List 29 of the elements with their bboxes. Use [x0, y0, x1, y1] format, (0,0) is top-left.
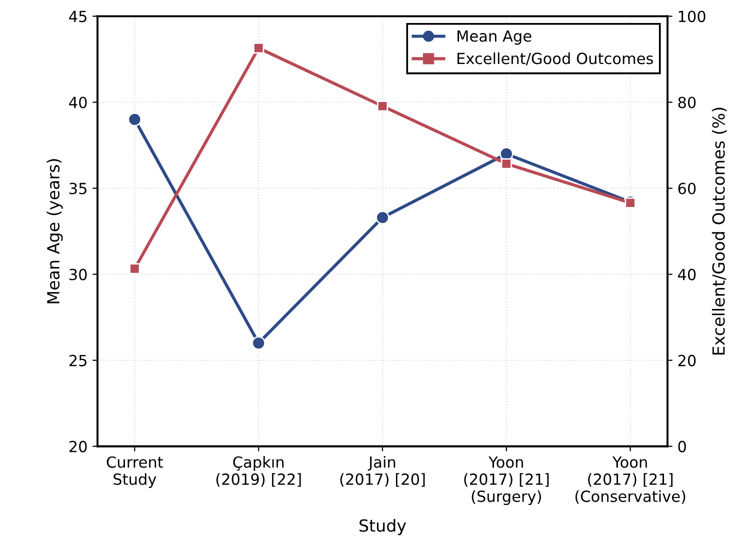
y2-tick-label: 20	[678, 354, 696, 366]
y2-tick-label: 80	[678, 96, 696, 108]
point	[253, 42, 264, 54]
y-tick-label: 40	[69, 96, 87, 108]
y-tick-label: 30	[70, 268, 87, 280]
point	[129, 263, 140, 274]
y-tick-label: 20	[69, 440, 87, 452]
point	[500, 158, 512, 170]
y2-tick-label: 40	[678, 268, 696, 280]
x-axis-title: Study	[360, 518, 406, 536]
y-tick-label: 25	[69, 354, 86, 366]
x-tick-label: Çapkın (2019) [22]	[216, 456, 301, 487]
y2-tick-label: 0	[678, 440, 686, 452]
y-tick-label: 45	[69, 10, 86, 22]
y-axis-title: Mean Age (years)	[46, 159, 63, 304]
x-tick-label: Yoon (2017) [21] (Conservative)	[575, 456, 686, 504]
point	[252, 336, 266, 350]
legend-label: Mean Age	[458, 30, 532, 45]
y2-tick-label: 100	[678, 10, 706, 22]
point	[376, 100, 388, 112]
y2-tick-label: 60	[678, 182, 696, 194]
x-tick-label: Jain (2017) [20]	[340, 456, 425, 487]
x-tick-label: Yoon (2017) [21] (Surgery)	[464, 456, 549, 506]
point	[376, 210, 390, 224]
legend-label: Excellent/Good Outcomes	[458, 52, 653, 66]
point	[128, 112, 142, 126]
y-tick-label: 35	[70, 182, 86, 194]
x-tick-label: Current Study	[106, 456, 163, 488]
y2-axis-title: Excellent/Good Outcomes (%)	[712, 108, 727, 355]
